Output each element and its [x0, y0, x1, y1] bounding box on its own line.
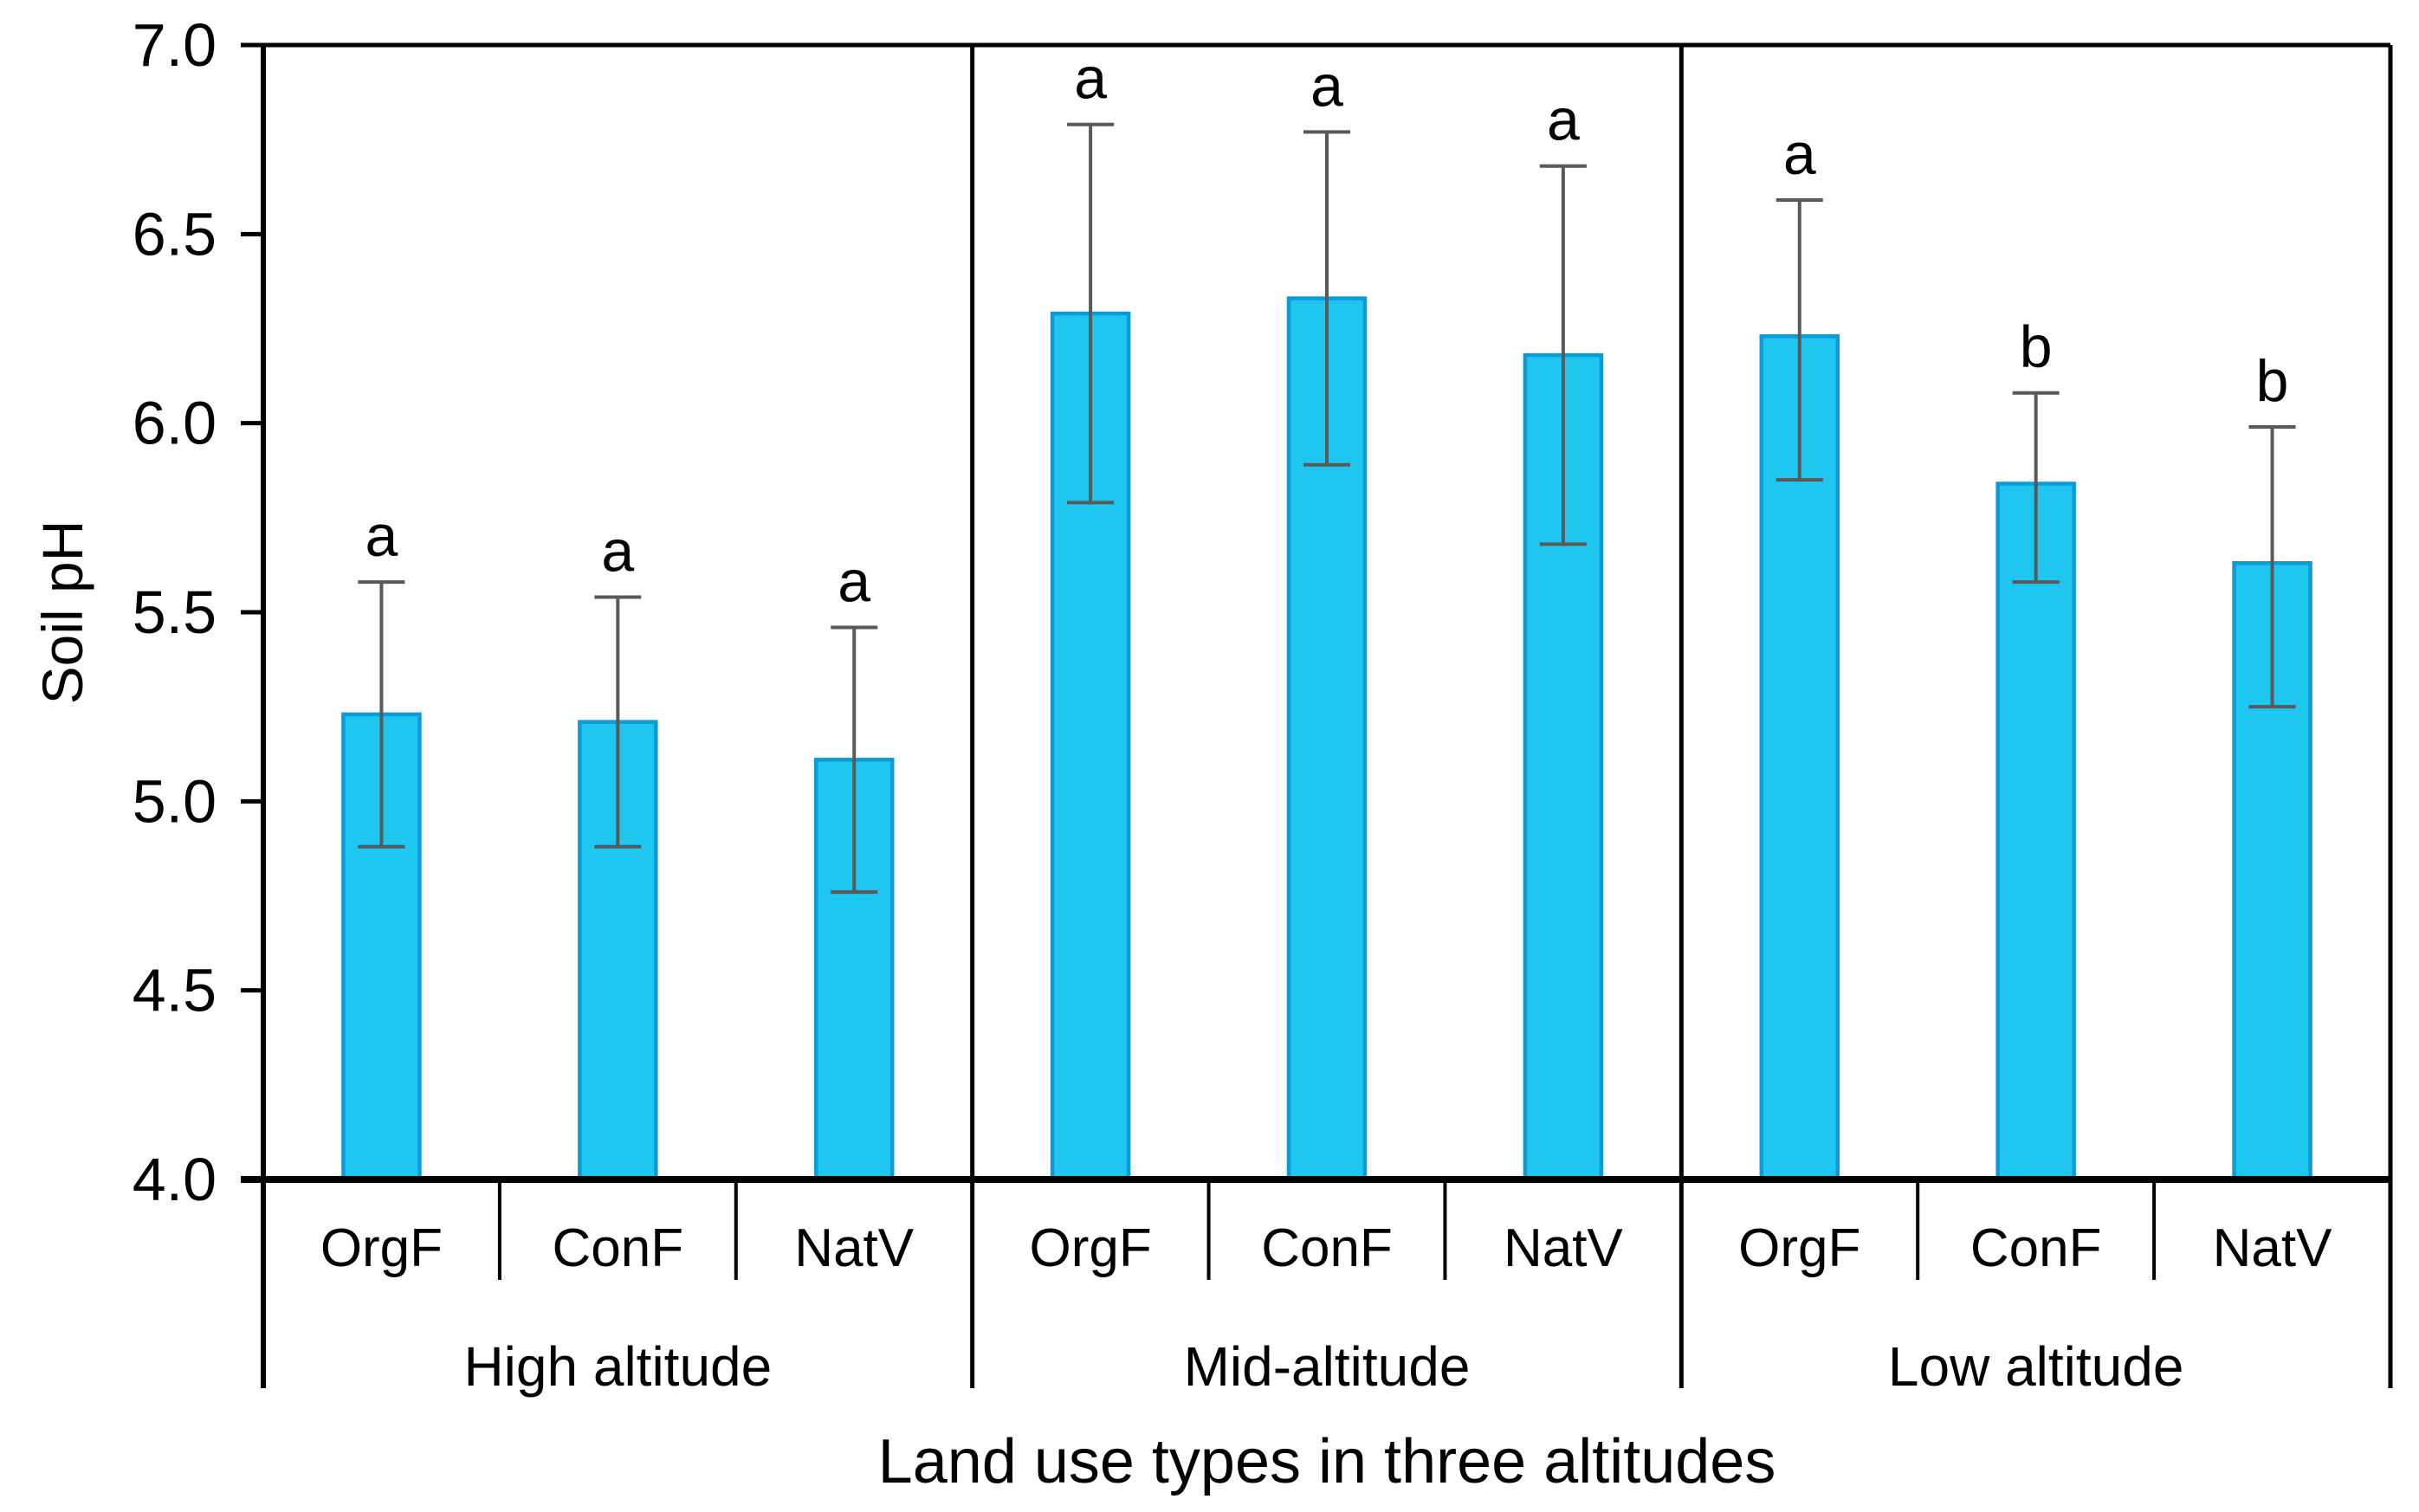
labels-layer: a OrgF a ConF a NatV High altitude a OrgF a ConF a N… — [133, 11, 2332, 1398]
bar-mid-altitude-orgf — [1050, 311, 1131, 1182]
category-label-mid-altitude-conf: ConF — [1261, 1218, 1393, 1278]
y-tick-label-4.0: 4.0 — [133, 1146, 217, 1213]
category-label-low-orgf: OrgF — [1738, 1218, 1860, 1278]
significance-letter-mid-altitude-natv: a — [1547, 87, 1580, 153]
y-tick-label-5.5: 5.5 — [133, 578, 217, 646]
significance-letter-mid-altitude-conf: a — [1310, 53, 1343, 119]
category-label-high-conf: ConF — [553, 1218, 684, 1278]
category-label-mid-altitude-natv: NatV — [1504, 1218, 1623, 1278]
group-label-mid-altitude: Mid-altitude — [1184, 1335, 1471, 1398]
significance-letter-low-conf: b — [2020, 314, 2053, 380]
y-tick-label-6.0: 6.0 — [133, 390, 217, 457]
error-bars-layer — [358, 122, 2296, 895]
y-tick-label-6.5: 6.5 — [133, 200, 217, 268]
group-label-low: Low altitude — [1888, 1335, 2184, 1398]
category-label-low-conf: ConF — [1970, 1218, 2102, 1278]
group-label-high: High altitude — [463, 1335, 772, 1398]
y-axis-title: Soil pH — [30, 520, 94, 705]
significance-letter-mid-altitude-orgf: a — [1074, 46, 1107, 112]
x-axis-title: Land use types in three altitudes — [878, 1427, 1776, 1496]
significance-letter-high-natv: a — [838, 548, 870, 614]
axes-layer — [241, 42, 2393, 1388]
y-tick-label-5.0: 5.0 — [133, 767, 217, 835]
significance-letter-high-conf: a — [601, 519, 634, 585]
significance-letter-low-natv: b — [2256, 348, 2289, 414]
category-label-high-orgf: OrgF — [320, 1218, 443, 1278]
category-label-high-natv: NatV — [794, 1218, 914, 1278]
y-tick-label-7.0: 7.0 — [133, 11, 217, 79]
significance-letter-high-orgf: a — [365, 503, 398, 569]
bar-low-conf — [1995, 481, 2076, 1182]
category-label-mid-altitude-orgf: OrgF — [1029, 1218, 1151, 1278]
y-tick-label-4.5: 4.5 — [133, 957, 217, 1024]
significance-letter-low-orgf: a — [1783, 121, 1816, 187]
category-label-low-natv: NatV — [2213, 1218, 2332, 1278]
